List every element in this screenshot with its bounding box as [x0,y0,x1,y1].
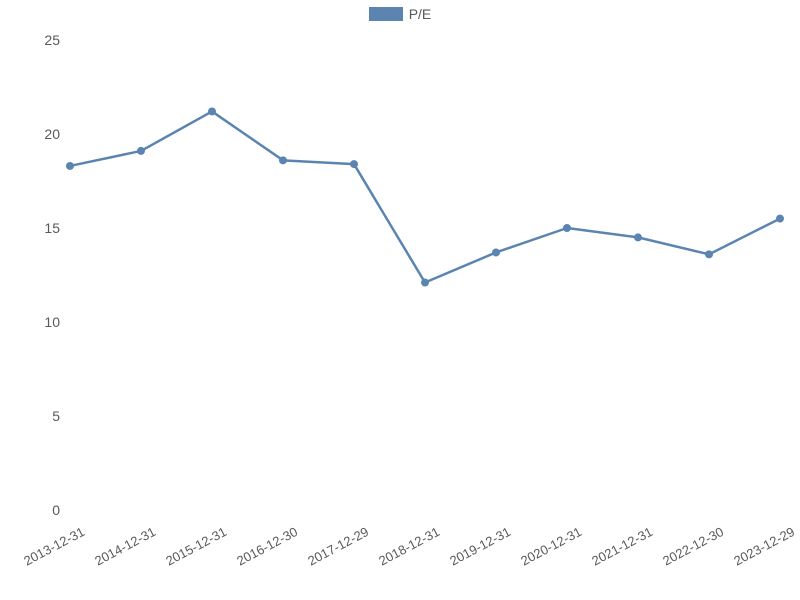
y-tick-label: 15 [20,220,60,236]
data-point [563,224,571,232]
pe-line-chart: P/E 0510152025 2013-12-312014-12-312015-… [0,0,800,600]
y-tick-label: 0 [20,502,60,518]
y-tick-label: 10 [20,314,60,330]
y-tick-label: 25 [20,32,60,48]
data-point [66,162,74,170]
data-point [421,279,429,287]
data-point [208,107,216,115]
y-tick-label: 5 [20,408,60,424]
data-point [350,160,358,168]
data-point [634,233,642,241]
data-point [279,156,287,164]
y-tick-label: 20 [20,126,60,142]
data-point [492,248,500,256]
series-line [70,111,780,282]
data-point [776,215,784,223]
data-point [137,147,145,155]
data-point [705,250,713,258]
plot-svg [0,0,800,600]
